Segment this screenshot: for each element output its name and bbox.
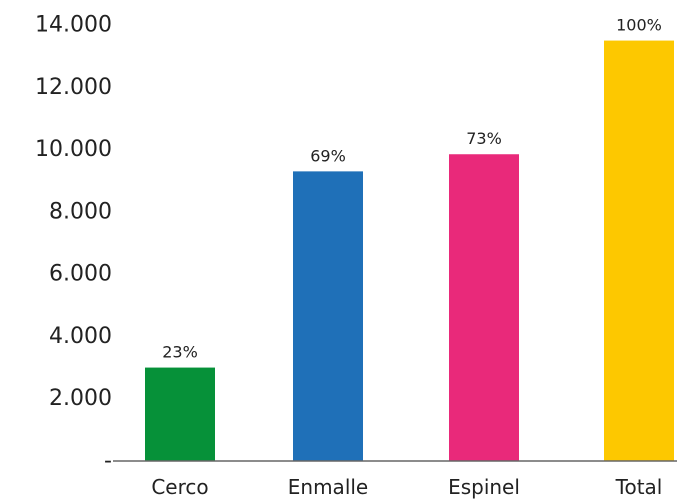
data-label: 73% [466, 129, 502, 148]
data-label: 69% [310, 146, 346, 165]
y-tick-label: 8.000 [49, 199, 112, 224]
bar-espinel [449, 154, 519, 461]
y-tick-label: 2.000 [49, 386, 112, 411]
x-tick-label: Total [615, 475, 663, 499]
y-tick-label: 14.000 [35, 13, 112, 38]
y-tick-label: 10.000 [35, 137, 112, 162]
data-labels: 23% 69% 73% 100% [162, 16, 662, 362]
y-tick-label: 12.000 [35, 75, 112, 100]
x-axis: Cerco Enmalle Espinel Total [151, 475, 662, 499]
y-tick-label: - [104, 449, 112, 474]
bar-cerco [145, 367, 215, 461]
bars [145, 40, 674, 461]
y-axis: - 2.000 4.000 6.000 8.000 10.000 12.000 14.000 [35, 13, 112, 474]
bar-total [604, 40, 674, 461]
data-label: 23% [162, 343, 198, 362]
x-tick-label: Cerco [151, 475, 208, 499]
bar-enmalle [293, 171, 363, 461]
y-tick-label: 4.000 [49, 324, 112, 349]
data-label: 100% [616, 16, 662, 35]
x-tick-label: Espinel [448, 475, 520, 499]
y-tick-label: 6.000 [49, 262, 112, 287]
x-tick-label: Enmalle [288, 475, 368, 499]
